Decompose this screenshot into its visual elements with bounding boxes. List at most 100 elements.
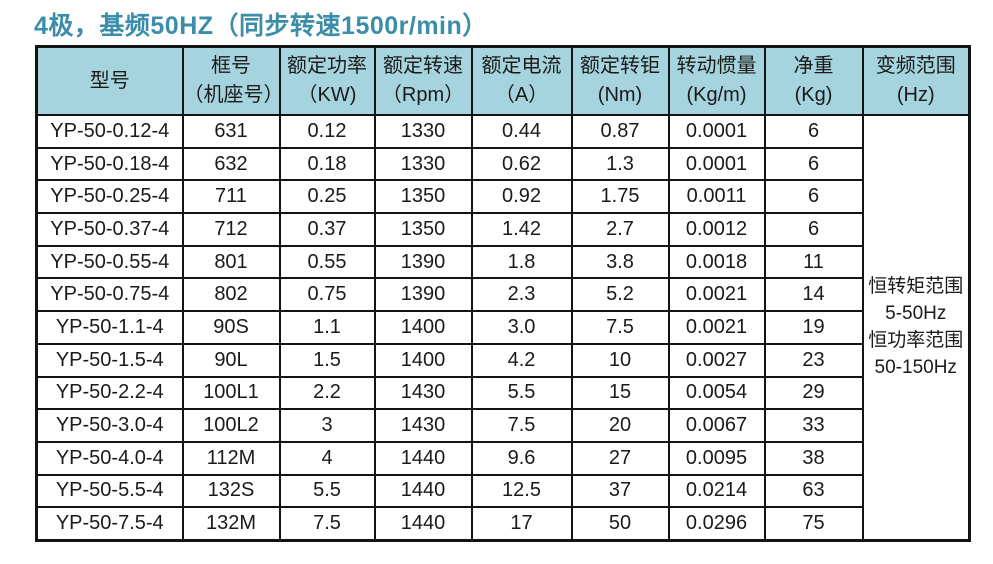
table-body: YP-50-0.12-4 631 0.12 1330 0.44 0.87 0.0001 6 恒转… — [35, 113, 971, 542]
table-cell: 100L1 — [181, 375, 281, 411]
table-cell: 3.0 — [470, 310, 573, 345]
header-unit: (Nm) — [597, 84, 643, 106]
table-row: YP-50-0.25-4 711 0.25 1350 0.92 1.75 0.0011 6 — [35, 179, 970, 215]
table-cell: YP-50-1.1-4 — [35, 310, 184, 345]
header-rated-power: 额定功率 （KW) — [278, 45, 376, 116]
table-cell: 1440 — [373, 473, 473, 509]
table-cell: 6 — [763, 146, 864, 182]
table-cell: YP-50-0.18-4 — [35, 146, 184, 182]
table-cell: 1350 — [373, 179, 473, 215]
table-cell: 132S — [181, 473, 281, 509]
table-cell: 6 — [763, 179, 864, 215]
frequency-range-cell: 恒转矩范围 5-50Hz 恒功率范围 50-150Hz — [861, 113, 971, 542]
table-cell: 1.8 — [470, 244, 573, 280]
table-cell: YP-50-3.0-4 — [35, 408, 184, 443]
frequency-range-line: 5-50Hz — [885, 303, 947, 325]
table-cell: 0.0001 — [667, 114, 766, 149]
table-cell: 29 — [763, 375, 864, 411]
table-cell: 23 — [763, 342, 864, 378]
table-cell: 90L — [181, 342, 281, 378]
header-label: 额定转速 — [383, 55, 463, 77]
table-row: YP-50-0.55-4 801 0.55 1390 1.8 3.8 0.0018 11 — [35, 244, 970, 280]
table-cell: 0.0095 — [667, 440, 766, 476]
header-unit: （KW) — [297, 84, 357, 106]
table-cell: YP-50-5.5-4 — [35, 473, 184, 509]
table-cell: 0.18 — [278, 146, 376, 182]
table-cell: 1430 — [373, 408, 473, 443]
header-label: 额定电流 — [481, 55, 562, 77]
table-cell: 63 — [763, 473, 864, 509]
table-cell: 0.0214 — [667, 473, 766, 509]
table-cell: 1430 — [373, 375, 473, 411]
table-cell: 0.0011 — [667, 179, 766, 215]
table-cell: 14 — [763, 277, 864, 313]
table-cell: 132M — [181, 506, 281, 542]
header-unit: （Rpm） — [381, 84, 465, 106]
table-cell: 11 — [763, 244, 864, 280]
table-cell: 75 — [763, 506, 864, 542]
table-cell: 50 — [570, 506, 670, 542]
table-cell: 15 — [570, 375, 670, 411]
frequency-range-line: 50-150Hz — [874, 357, 957, 379]
table-cell: 1400 — [373, 310, 473, 345]
table-cell: YP-50-0.75-4 — [35, 277, 184, 313]
header-row: 型号 框号 （机座号） 额定功率 （KW) 额定转速 （Rpm） 额定电流 — [35, 45, 971, 116]
table-cell: YP-50-2.2-4 — [35, 375, 184, 411]
table-cell: YP-50-0.37-4 — [35, 212, 184, 247]
table-cell: 33 — [763, 408, 864, 443]
table-cell: 37 — [570, 473, 670, 509]
table-cell: 38 — [763, 440, 864, 476]
table-cell: YP-50-4.0-4 — [35, 440, 184, 476]
table-cell: 0.0027 — [667, 342, 766, 378]
header-label: 转动惯量 — [676, 55, 757, 77]
table-cell: 17 — [470, 506, 573, 542]
table-cell: 0.25 — [278, 179, 376, 215]
table-cell: 3 — [278, 408, 376, 443]
header-label: 变频范围 — [875, 55, 956, 77]
header-model: 型号 — [35, 45, 184, 116]
table-cell: 2.3 — [470, 277, 573, 313]
table-cell: 7.5 — [470, 408, 573, 443]
table-cell: 1.75 — [570, 179, 670, 215]
table-cell: 1.5 — [278, 342, 376, 378]
motor-spec-table: 型号 框号 （机座号） 额定功率 （KW) 额定转速 （Rpm） 额定电流 — [35, 45, 971, 542]
header-unit: （A） — [494, 84, 549, 106]
table-cell: 6 — [763, 114, 864, 149]
header-net-weight: 净重 (Kg) — [763, 45, 864, 116]
header-rated-torque: 额定转钜 (Nm) — [570, 45, 670, 116]
header-label: 框号 — [211, 55, 251, 77]
table-cell: 5.5 — [278, 473, 376, 509]
header-frequency-range: 变频范围 (Hz) — [861, 45, 971, 116]
table-row: YP-50-0.75-4 802 0.75 1390 2.3 5.2 0.0021 14 — [35, 277, 970, 313]
table-row: YP-50-7.5-4 132M 7.5 1440 17 50 0.0296 75 — [35, 506, 970, 542]
table-cell: 0.0012 — [667, 212, 766, 247]
header-label: 额定功率 — [287, 55, 367, 77]
table-cell: 5.2 — [570, 277, 670, 313]
table-cell: 0.37 — [278, 212, 376, 247]
table-cell: 1.42 — [470, 212, 573, 247]
table-cell: 1330 — [373, 146, 473, 182]
table-row: YP-50-1.1-4 90S 1.1 1400 3.0 7.5 0.0021 19 — [35, 310, 970, 345]
table-cell: 90S — [181, 310, 281, 345]
table-cell: 801 — [181, 244, 281, 280]
table-cell: 20 — [570, 408, 670, 443]
table-cell: 0.0021 — [667, 310, 766, 345]
table-cell: 1.3 — [570, 146, 670, 182]
table-cell: 2.7 — [570, 212, 670, 247]
header-rated-speed: 额定转速 （Rpm） — [373, 45, 473, 116]
table-cell: 0.92 — [470, 179, 573, 215]
table-cell: 1330 — [373, 114, 473, 149]
table-cell: 2.2 — [278, 375, 376, 411]
header-frame: 框号 （机座号） — [181, 45, 281, 116]
table-cell: 1390 — [373, 244, 473, 280]
table-row: YP-50-0.37-4 712 0.37 1350 1.42 2.7 0.0012 6 — [35, 212, 970, 247]
table-cell: 100L2 — [181, 408, 281, 443]
table-cell: 0.44 — [470, 114, 573, 149]
header-unit: (Kg) — [794, 84, 833, 106]
table-cell: 1400 — [373, 342, 473, 378]
table-cell: 0.0054 — [667, 375, 766, 411]
table-cell: 10 — [570, 342, 670, 378]
table-cell: 7.5 — [278, 506, 376, 542]
table-cell: YP-50-0.12-4 — [35, 114, 184, 149]
